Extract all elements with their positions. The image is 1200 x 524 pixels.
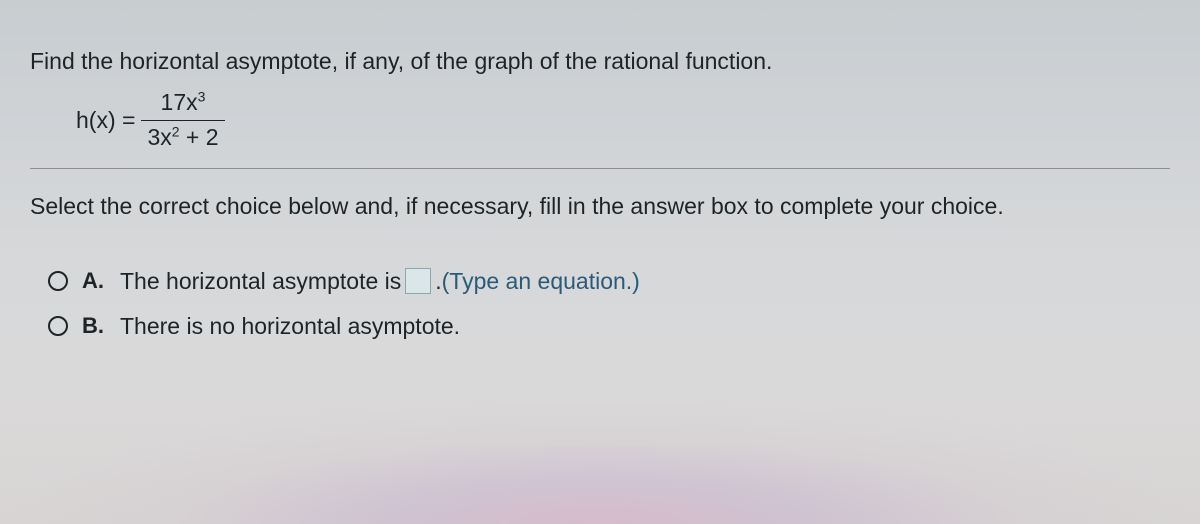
- denominator-right: + 2: [180, 124, 219, 150]
- decorative-glow: [0, 404, 1200, 524]
- choice-list: A. The horizontal asymptote is . (Type a…: [48, 268, 1170, 340]
- choice-b-label: B.: [82, 313, 106, 339]
- choice-a-label: A.: [82, 268, 106, 294]
- instruction-text: Select the correct choice below and, if …: [30, 193, 1170, 220]
- choice-a-hint: (Type an equation.): [442, 268, 640, 295]
- choice-b-text: There is no horizontal asymptote.: [120, 313, 460, 340]
- radio-a[interactable]: [48, 271, 68, 291]
- radio-b[interactable]: [48, 316, 68, 336]
- equation-fraction: 17x3 3x2 + 2: [141, 89, 224, 152]
- answer-input-a[interactable]: [405, 268, 431, 294]
- equation: h(x) = 17x3 3x2 + 2: [76, 89, 1170, 152]
- denominator-left: 3x: [147, 124, 171, 150]
- choice-a-text: The horizontal asymptote is . (Type an e…: [120, 268, 640, 295]
- numerator: 17x3: [155, 89, 212, 117]
- fraction-bar: [141, 120, 224, 122]
- section-divider: [30, 168, 1170, 169]
- choice-a-before: The horizontal asymptote is: [120, 268, 401, 295]
- question-prompt: Find the horizontal asymptote, if any, o…: [30, 48, 1170, 75]
- denominator: 3x2 + 2: [141, 124, 224, 152]
- numerator-base: 17x: [161, 89, 198, 115]
- equation-lhs: h(x) =: [76, 107, 135, 134]
- numerator-exponent: 3: [198, 88, 206, 104]
- choice-b: B. There is no horizontal asymptote.: [48, 313, 1170, 340]
- choice-a: A. The horizontal asymptote is . (Type a…: [48, 268, 1170, 295]
- denominator-exponent: 2: [172, 123, 180, 139]
